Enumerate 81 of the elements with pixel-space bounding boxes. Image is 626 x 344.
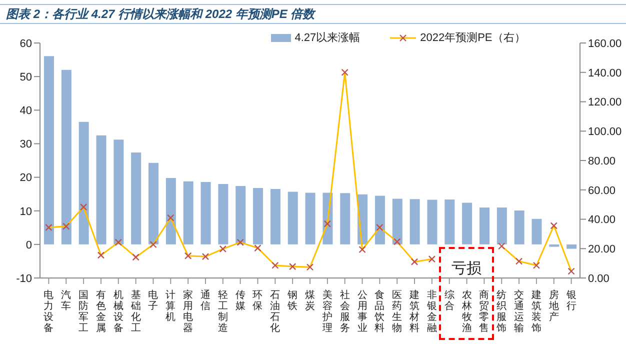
bar	[166, 178, 176, 244]
bar	[253, 188, 264, 244]
x-tick-label: 交通运输	[514, 289, 524, 334]
bar	[340, 193, 350, 244]
bar	[427, 200, 438, 244]
x-tick-label: 非银金融	[426, 289, 437, 334]
bar	[61, 70, 72, 244]
y2-tick-label: 60.00	[588, 184, 616, 197]
x-tick-label: 电子	[148, 289, 158, 312]
x-tick-label: 国防军工	[78, 290, 89, 334]
x-tick-label: 基础化工	[130, 289, 141, 334]
bar	[131, 152, 142, 244]
x-tick-label: 钢铁	[286, 290, 298, 312]
bar	[392, 198, 402, 244]
x-tick-label: 机械设备	[113, 289, 124, 334]
y2-tick-label: 120.00	[588, 96, 622, 109]
bar	[444, 199, 455, 244]
x-tick-label: 农林牧渔	[460, 290, 472, 334]
x-tick-label: 轻工制造	[218, 289, 228, 334]
x-tick-label: 房地产	[548, 289, 559, 323]
x-tick-label: 纺织服饰	[496, 289, 507, 334]
bar	[566, 244, 577, 249]
bar	[148, 162, 159, 244]
legend-label: 2022年预测PE（右）	[420, 31, 526, 45]
bar	[462, 202, 472, 244]
x-tick-label: 有色金属	[96, 289, 106, 334]
x-tick-label: 建筑装饰	[530, 289, 542, 334]
y-tick-label: 20	[20, 172, 32, 184]
x-tick-label: 银行	[565, 290, 576, 312]
bar	[236, 186, 246, 244]
bar	[374, 196, 385, 244]
y-tick-label: -10	[16, 272, 32, 285]
y-tick-label: 10	[20, 206, 32, 218]
y2-tick-label: 80.00	[588, 155, 616, 168]
bar	[496, 208, 507, 244]
x-tick-label: 汽车	[61, 289, 72, 312]
x-tick-label: 公用事业	[357, 289, 368, 334]
bar	[78, 122, 89, 244]
x-tick-label: 通信	[200, 289, 210, 312]
bar	[114, 140, 124, 244]
y-tick-label: 50	[20, 71, 32, 84]
chart-title: 图表 2：各行业 4.27 行情以来涨幅和 2022 年预测PE 倍数	[6, 6, 315, 23]
x-tick-label: 电力设备	[44, 289, 54, 334]
y-tick-label: 30	[20, 138, 32, 151]
legend-label: 4.27以来涨幅	[294, 31, 360, 45]
y2-tick-label: 0.00	[588, 272, 610, 285]
bar	[218, 184, 228, 244]
y2-tick-label: 20.00	[588, 244, 616, 256]
bar	[305, 192, 316, 244]
bar	[549, 244, 560, 247]
x-tick-label: 传媒	[235, 290, 246, 312]
x-tick-label: 食品饮料	[374, 289, 385, 334]
bar	[532, 218, 542, 244]
y2-tick-label: 160.00	[588, 38, 622, 50]
x-tick-label: 煤炭	[305, 289, 315, 312]
bar	[514, 210, 524, 244]
bar	[479, 208, 490, 244]
x-tick-label: 石油石化	[270, 290, 280, 334]
bar	[183, 181, 194, 244]
y2-tick-label: 100.00	[588, 126, 622, 138]
x-tick-label: 美容护理	[321, 289, 332, 334]
y-tick-label: 60	[20, 38, 32, 50]
x-tick-label: 社会服务	[340, 289, 350, 334]
y2-tick-label: 140.00	[588, 67, 622, 80]
x-tick-label: 家用电器	[183, 289, 194, 334]
annotation: 亏损	[450, 259, 482, 278]
bar	[200, 182, 211, 244]
bar	[288, 192, 298, 244]
y-tick-label: 0	[26, 239, 32, 252]
bar	[44, 56, 54, 244]
x-tick-label: 建筑材料	[408, 289, 420, 334]
bar	[96, 135, 106, 244]
x-tick-label: 医药生物	[392, 290, 402, 334]
y-tick-label: 40	[20, 105, 32, 118]
bar	[410, 199, 420, 244]
x-tick-label: 计算机	[166, 289, 176, 323]
y2-tick-label: 40.00	[588, 214, 616, 226]
x-tick-label: 商贸零售	[479, 289, 490, 334]
x-tick-label: 综合	[444, 289, 454, 312]
x-tick-label: 环保	[252, 290, 263, 312]
bar	[270, 189, 280, 244]
